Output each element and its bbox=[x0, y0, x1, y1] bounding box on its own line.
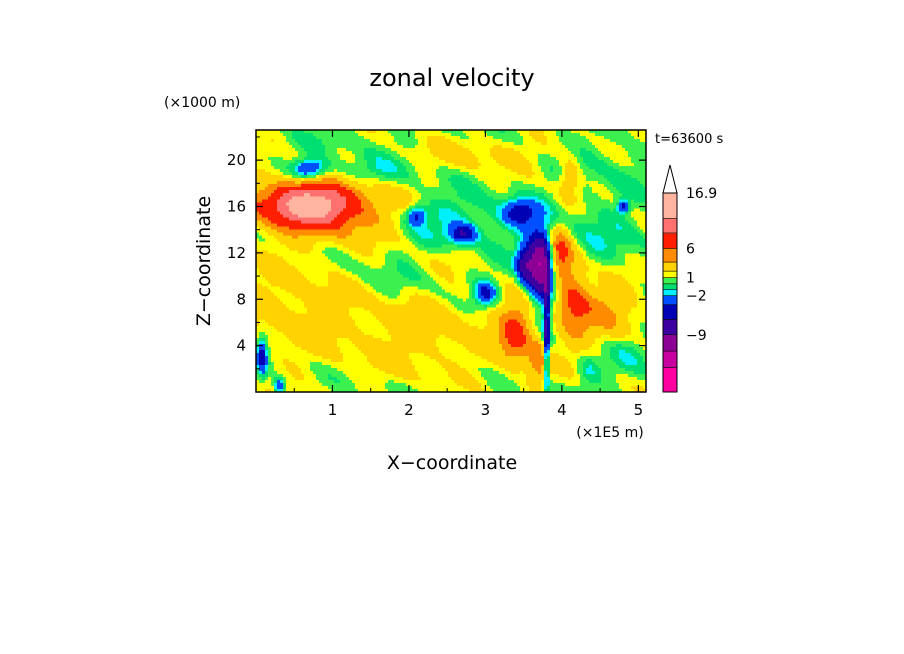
x-axis-label: X−coordinate bbox=[387, 452, 517, 474]
colorbar-segment bbox=[663, 319, 677, 336]
colorbar-segment bbox=[663, 289, 677, 296]
x-unit-label: (×1E5 m) bbox=[576, 425, 643, 441]
y-tick-label: 4 bbox=[236, 337, 246, 355]
x-tick-label: 1 bbox=[328, 401, 338, 419]
colorbar-segment bbox=[663, 283, 677, 290]
plot-frame bbox=[255, 129, 647, 393]
colorbar-segment bbox=[663, 271, 677, 278]
colorbar: 16.9 6 1 −2 −9 bbox=[662, 164, 717, 393]
colorbar-segment bbox=[663, 218, 677, 234]
chart-title: zonal velocity bbox=[369, 64, 534, 92]
x-tick-label: 3 bbox=[481, 401, 491, 419]
y-axis-label: Z−coordinate bbox=[193, 196, 215, 326]
colorbar-label: 16.9 bbox=[686, 186, 717, 202]
y-tick-label: 12 bbox=[227, 244, 246, 262]
colorbar-segment bbox=[663, 295, 677, 306]
colorbar-segment bbox=[663, 351, 677, 368]
colorbar-label: 6 bbox=[686, 241, 695, 257]
time-label: t=63600 s bbox=[655, 132, 723, 147]
colorbar-label: −2 bbox=[686, 289, 707, 305]
colorbar-extend-arrow bbox=[662, 164, 678, 194]
x-tick-label: 5 bbox=[634, 401, 644, 419]
colorbar-segment bbox=[663, 277, 677, 285]
colorbar-label: −9 bbox=[686, 328, 707, 344]
velocity-field bbox=[256, 130, 647, 393]
colorbar-segment bbox=[663, 367, 677, 393]
x-tick-label: 2 bbox=[404, 401, 414, 419]
y-tick-label: 16 bbox=[227, 198, 246, 216]
y-unit-label: (×1000 m) bbox=[164, 95, 240, 111]
x-tick-label: 4 bbox=[557, 401, 567, 419]
y-tick-label: 8 bbox=[236, 290, 246, 308]
y-tick-label: 20 bbox=[227, 151, 246, 169]
colorbar-segment bbox=[663, 262, 677, 272]
colorbar-segment bbox=[663, 248, 677, 263]
colorbar-segment bbox=[663, 334, 677, 352]
colorbar-label: 1 bbox=[686, 271, 695, 287]
colorbar-segment bbox=[663, 304, 677, 320]
y-axis: 4 8 12 16 20 bbox=[227, 136, 646, 370]
colorbar-segment bbox=[663, 193, 677, 219]
colorbar-segment bbox=[663, 232, 677, 249]
x-axis: 1 2 3 4 5 bbox=[293, 130, 644, 419]
